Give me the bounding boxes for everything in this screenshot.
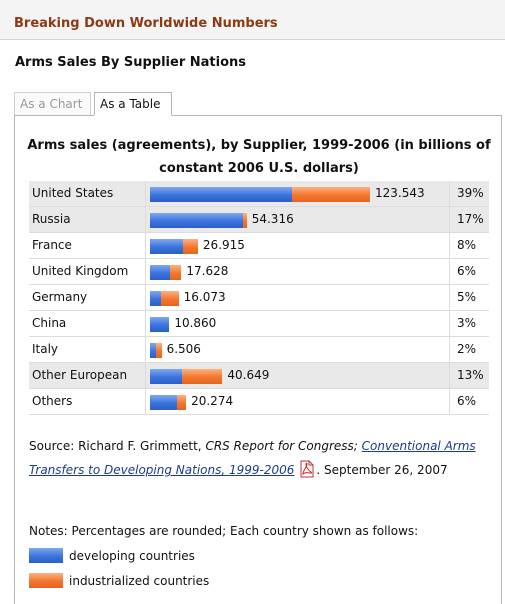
sales-bar xyxy=(150,213,247,228)
column-divider xyxy=(449,259,450,284)
country-name: Others xyxy=(32,394,73,408)
legend-swatch-industrialized xyxy=(29,573,63,588)
table-row: United Kingdom 17.628 6% xyxy=(29,259,489,285)
column-divider xyxy=(449,337,450,362)
page-header: Breaking Down Worldwide Numbers xyxy=(0,0,505,40)
table-panel: Arms sales (agreements), by Supplier, 19… xyxy=(14,115,502,604)
sales-percent: 39% xyxy=(457,186,484,200)
column-divider xyxy=(449,285,450,310)
column-divider xyxy=(145,181,146,206)
column-divider xyxy=(449,389,450,414)
sales-bar xyxy=(150,239,198,254)
country-name: Italy xyxy=(32,342,59,356)
sales-bar xyxy=(150,369,223,384)
bar-segment-industrialized xyxy=(170,265,182,280)
bar-segment-developing xyxy=(150,291,161,306)
sales-percent: 3% xyxy=(457,316,477,330)
notes-text: Notes: Percentages are rounded; Each cou… xyxy=(29,524,419,538)
sales-value: 40.649 xyxy=(227,368,270,382)
sales-value: 123.543 xyxy=(375,186,425,200)
sales-percent: 2% xyxy=(457,342,477,356)
table-row: France 26.915 8% xyxy=(29,233,489,259)
tab-as-a-chart[interactable]: As a Chart xyxy=(14,92,91,116)
column-divider xyxy=(145,311,146,336)
table-row: Russia 54.316 17% xyxy=(29,207,489,233)
country-name: Russia xyxy=(32,212,71,226)
bar-segment-developing xyxy=(150,395,178,410)
bar-segment-developing xyxy=(150,369,182,384)
legend-label-developing: developing countries xyxy=(69,549,195,563)
country-name: United States xyxy=(32,186,114,200)
bar-segment-industrialized xyxy=(182,239,198,254)
source-prefix: Source: Richard F. Grimmett, xyxy=(29,439,206,453)
bar-segment-industrialized xyxy=(155,343,162,358)
column-divider xyxy=(449,311,450,336)
bar-segment-developing xyxy=(150,317,170,332)
header-title: Breaking Down Worldwide Numbers xyxy=(14,16,278,31)
table-row: Other European 40.649 13% xyxy=(29,363,489,389)
sales-value: 16.073 xyxy=(183,290,226,304)
column-divider xyxy=(449,363,450,388)
bar-segment-developing xyxy=(150,187,293,202)
table-row: China 10.860 3% xyxy=(29,311,489,337)
country-name: Other European xyxy=(32,368,128,382)
sales-bar xyxy=(150,395,187,410)
column-divider xyxy=(145,285,146,310)
bar-segment-developing xyxy=(150,213,243,228)
source-note: Source: Richard F. Grimmett, CRS Report … xyxy=(29,434,497,482)
sales-bar xyxy=(150,265,182,280)
column-divider xyxy=(449,233,450,258)
table-title: Arms sales (agreements), by Supplier, 19… xyxy=(27,138,491,176)
bar-segment-industrialized xyxy=(292,187,370,202)
bar-segment-industrialized xyxy=(160,291,179,306)
source-date: . September 26, 2007 xyxy=(316,463,448,477)
sales-bar xyxy=(150,187,370,202)
sales-bar xyxy=(150,343,162,358)
bar-segment-industrialized xyxy=(181,369,223,384)
pdf-icon[interactable] xyxy=(298,460,316,478)
section-title: Arms Sales By Supplier Nations xyxy=(15,55,247,70)
bar-segment-industrialized xyxy=(177,395,187,410)
column-divider xyxy=(145,389,146,414)
sales-percent: 17% xyxy=(457,212,484,226)
sales-percent: 8% xyxy=(457,238,477,252)
table-row: Germany 16.073 5% xyxy=(29,285,489,311)
sales-percent: 13% xyxy=(457,368,484,382)
column-divider xyxy=(449,181,450,206)
column-divider xyxy=(145,233,146,258)
sales-value: 10.860 xyxy=(174,316,217,330)
table-row: Italy 6.506 2% xyxy=(29,337,489,363)
sales-percent: 5% xyxy=(457,290,477,304)
table-row: United States 123.543 39% xyxy=(29,181,489,207)
legend-label-industrialized: industrialized countries xyxy=(69,574,210,588)
column-divider xyxy=(145,337,146,362)
country-name: United Kingdom xyxy=(32,264,129,278)
sales-value: 20.274 xyxy=(191,394,234,408)
legend-swatch-developing xyxy=(29,548,63,563)
table-row: Others 20.274 6% xyxy=(29,389,489,415)
country-name: Germany xyxy=(32,290,88,304)
bar-segment-developing xyxy=(150,239,183,254)
sales-percent: 6% xyxy=(457,264,477,278)
data-table: United States 123.543 39% Russia 54.316 17% Fr… xyxy=(29,181,489,415)
bar-segment-developing xyxy=(150,343,156,358)
sales-percent: 6% xyxy=(457,394,477,408)
tab-as-a-table[interactable]: As a Table xyxy=(94,92,172,116)
source-report-link[interactable]: Conventional Arms Transfers to Developin… xyxy=(29,439,476,477)
country-name: France xyxy=(32,238,72,252)
sales-bar xyxy=(150,291,179,306)
bar-segment-industrialized xyxy=(242,213,247,228)
sales-value: 54.316 xyxy=(251,212,294,226)
sales-value: 6.506 xyxy=(166,342,201,356)
country-name: China xyxy=(32,316,67,330)
sales-value: 26.915 xyxy=(202,238,245,252)
column-divider xyxy=(145,207,146,232)
bar-segment-developing xyxy=(150,265,171,280)
source-publication: CRS Report for Congress; xyxy=(205,439,358,453)
column-divider xyxy=(449,207,450,232)
sales-bar xyxy=(150,317,170,332)
column-divider xyxy=(145,363,146,388)
column-divider xyxy=(145,259,146,284)
sales-value: 17.628 xyxy=(186,264,229,278)
